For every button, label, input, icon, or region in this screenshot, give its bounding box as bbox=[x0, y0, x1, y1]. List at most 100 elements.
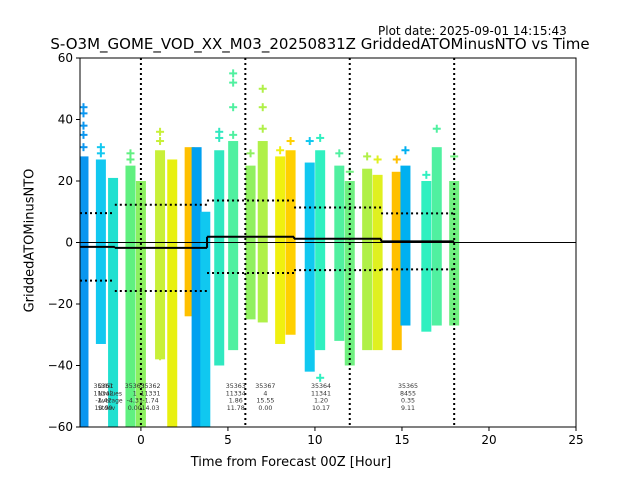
scatter-point bbox=[80, 109, 88, 118]
y-tick-label: −60 bbox=[48, 420, 73, 434]
scatter-band bbox=[108, 177, 119, 427]
y-tick-label: 40 bbox=[58, 113, 73, 127]
stats-value: 10.99 bbox=[94, 405, 112, 412]
scatter-band bbox=[125, 165, 136, 427]
scatter-band bbox=[228, 141, 239, 351]
stats-value: 10.17 bbox=[312, 405, 330, 412]
scatter-band bbox=[275, 156, 286, 344]
scatter-band bbox=[95, 159, 106, 344]
y-tick-label: 60 bbox=[58, 51, 73, 65]
stats-value: -4.31 bbox=[127, 398, 143, 405]
scatter-band bbox=[334, 165, 345, 341]
scatter-band bbox=[214, 150, 225, 366]
x-tick-label: 25 bbox=[568, 433, 583, 447]
stats-value: 35362 bbox=[140, 383, 160, 390]
scatter-point bbox=[258, 103, 267, 112]
stats-value: 1 bbox=[133, 390, 137, 397]
scatter-band bbox=[421, 181, 432, 332]
stats-value: 35361 bbox=[93, 383, 113, 390]
scatter-band bbox=[155, 150, 166, 360]
scatter-point bbox=[286, 137, 295, 146]
stats-row-label: Orbit bbox=[98, 383, 114, 390]
scatter-band bbox=[167, 159, 178, 427]
y-tick-label: 0 bbox=[65, 236, 73, 250]
stats-value: -1.42 bbox=[95, 398, 111, 405]
scatter-point bbox=[229, 103, 238, 112]
scatter-point bbox=[96, 149, 105, 158]
stats-value: 11331 bbox=[140, 390, 160, 397]
scatter-band bbox=[200, 211, 211, 427]
scatter-band bbox=[391, 171, 402, 351]
scatter-point bbox=[305, 361, 314, 370]
x-tick-label: 5 bbox=[224, 433, 232, 447]
scatter-point bbox=[422, 170, 431, 179]
scatter-band bbox=[191, 147, 202, 427]
stats-value: -1.74 bbox=[142, 398, 158, 405]
stats-value: 15.55 bbox=[256, 398, 274, 405]
scatter-point bbox=[80, 130, 88, 139]
stats-value: 35365 bbox=[398, 383, 418, 390]
scatter-point bbox=[246, 149, 255, 158]
scatter-point bbox=[276, 146, 285, 155]
scatter-band bbox=[315, 150, 326, 351]
stats-value: 35363 bbox=[226, 383, 246, 390]
scatter-point bbox=[156, 352, 165, 361]
chart-title: S-O3M_GOME_VOD_XX_M03_20250831Z GriddedA… bbox=[50, 35, 590, 53]
scatter-band bbox=[372, 174, 383, 351]
stats-value: 11341 bbox=[311, 390, 331, 397]
scatter-band bbox=[431, 147, 442, 326]
stats-value: 11342 bbox=[93, 390, 113, 397]
scatter-point bbox=[229, 149, 238, 158]
stats-row-label: Nvalues bbox=[98, 390, 122, 397]
scatter-point bbox=[229, 78, 238, 87]
stats-value: 9.11 bbox=[401, 405, 415, 412]
stats-annotations: OrbitNvaluesAverageStdev3536111342-1.421… bbox=[93, 383, 418, 412]
stats-value: 0.00 bbox=[258, 405, 272, 412]
scatter-point bbox=[126, 155, 135, 164]
scatter-point bbox=[335, 149, 344, 158]
scatter-point bbox=[373, 155, 382, 164]
stats-row-label: Stdev bbox=[98, 405, 116, 412]
y-tick-label: −40 bbox=[48, 359, 73, 373]
scatter-point bbox=[109, 349, 118, 358]
stats-value: 1.86 bbox=[229, 398, 243, 405]
stats-row-label: Average bbox=[98, 398, 123, 405]
stats-value: 0.35 bbox=[401, 398, 415, 405]
scatter-band bbox=[400, 165, 411, 326]
stats-value: 11334 bbox=[226, 390, 246, 397]
stats-value: 11.78 bbox=[227, 405, 245, 412]
y-tick-label: −20 bbox=[48, 297, 73, 311]
scatter-point bbox=[392, 155, 401, 164]
reference-lines bbox=[80, 58, 576, 427]
scatter-point bbox=[316, 133, 325, 142]
scatter-point bbox=[305, 137, 314, 146]
scatter-point bbox=[258, 84, 267, 93]
stats-value: 4 bbox=[263, 390, 267, 397]
scatter-point bbox=[363, 152, 372, 161]
scatter-point bbox=[229, 130, 238, 139]
scatter-point bbox=[80, 143, 88, 152]
scatter-point bbox=[401, 146, 410, 155]
scatter-point bbox=[215, 133, 224, 142]
scatter-band bbox=[184, 147, 195, 317]
scatter-band bbox=[362, 168, 373, 351]
x-tick-label: 10 bbox=[307, 433, 322, 447]
stats-value: 8455 bbox=[400, 390, 416, 397]
stats-value: 35363 bbox=[125, 383, 145, 390]
y-tick-label: 20 bbox=[58, 174, 73, 188]
scatter-point bbox=[156, 127, 165, 136]
scatter-point bbox=[80, 121, 88, 130]
x-tick-label: 0 bbox=[137, 433, 145, 447]
x-tick-label: 15 bbox=[394, 433, 409, 447]
stats-value: 35364 bbox=[311, 383, 331, 390]
plot-date: Plot date: 2025-09-01 14:15:43 bbox=[378, 24, 567, 38]
stats-value: 0.00 bbox=[128, 405, 142, 412]
scatter-point bbox=[432, 124, 441, 133]
scatter-band bbox=[80, 156, 89, 427]
scatter-point bbox=[156, 137, 165, 146]
x-axis-label: Time from Forecast 00Z [Hour] bbox=[190, 455, 392, 470]
axis-ticks: 0 5 10 15 20 25 −60 −40 −20 0 20 40 60 bbox=[48, 51, 584, 447]
scatter-point bbox=[258, 124, 267, 133]
stats-value: 1.20 bbox=[314, 398, 328, 405]
